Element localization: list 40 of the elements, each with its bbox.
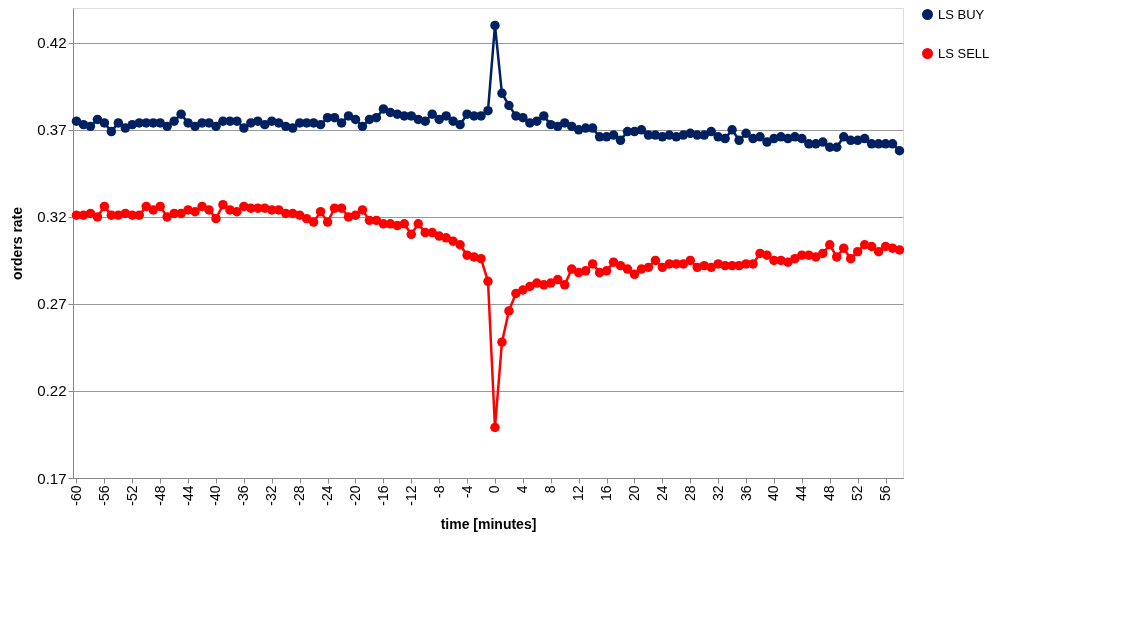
legend-label: LS SELL (938, 45, 990, 61)
x-tick-label: 4 (514, 485, 531, 494)
x-tick-label: 32 (709, 485, 726, 502)
x-tick-label: -8 (430, 485, 447, 498)
x-tick-label: -4 (458, 485, 475, 498)
x-tick-label: -12 (402, 485, 419, 506)
x-tick-label: 28 (681, 485, 698, 502)
x-tick-label: -52 (123, 485, 140, 506)
y-tick-label: 0.22 (37, 382, 67, 400)
x-tick-label: -48 (151, 485, 168, 506)
y-tick-label: 0.17 (37, 469, 67, 487)
x-tick-label: 12 (570, 485, 587, 502)
x-tick-label: -56 (95, 485, 112, 506)
x-tick-label: -32 (263, 485, 280, 506)
x-tick-label: -24 (319, 485, 336, 506)
x-tick-label: 36 (737, 485, 754, 502)
x-tick-label: 56 (877, 485, 894, 502)
x-axis-title: time [minutes] (440, 515, 537, 532)
x-tick-label: -36 (235, 485, 252, 506)
x-tick-label: -28 (291, 485, 308, 506)
x-tick-label: -60 (67, 485, 84, 506)
x-tick-label: -44 (179, 485, 196, 506)
x-tick-label: 8 (542, 485, 559, 494)
x-tick-label: 20 (625, 485, 642, 502)
x-tick-label: 52 (849, 485, 866, 502)
x-tick-label: -20 (346, 485, 363, 506)
y-tick-label: 0.27 (37, 295, 67, 313)
y-tick-label: 0.32 (37, 208, 67, 226)
x-tick-label: 24 (653, 485, 670, 502)
x-tick-label: -16 (374, 485, 391, 506)
x-tick-label: 16 (598, 485, 615, 502)
legend-label: LS BUY (938, 6, 985, 22)
y-tick-label: 0.37 (37, 121, 67, 139)
x-tick-label: 48 (821, 485, 838, 502)
x-tick-label: -40 (207, 485, 224, 506)
x-tick-label: 44 (793, 485, 810, 502)
x-tick-label: 40 (765, 485, 782, 502)
x-tick-label: 0 (486, 485, 503, 494)
y-tick-label: 0.42 (37, 34, 67, 52)
y-axis-title: orders rate (9, 206, 26, 281)
